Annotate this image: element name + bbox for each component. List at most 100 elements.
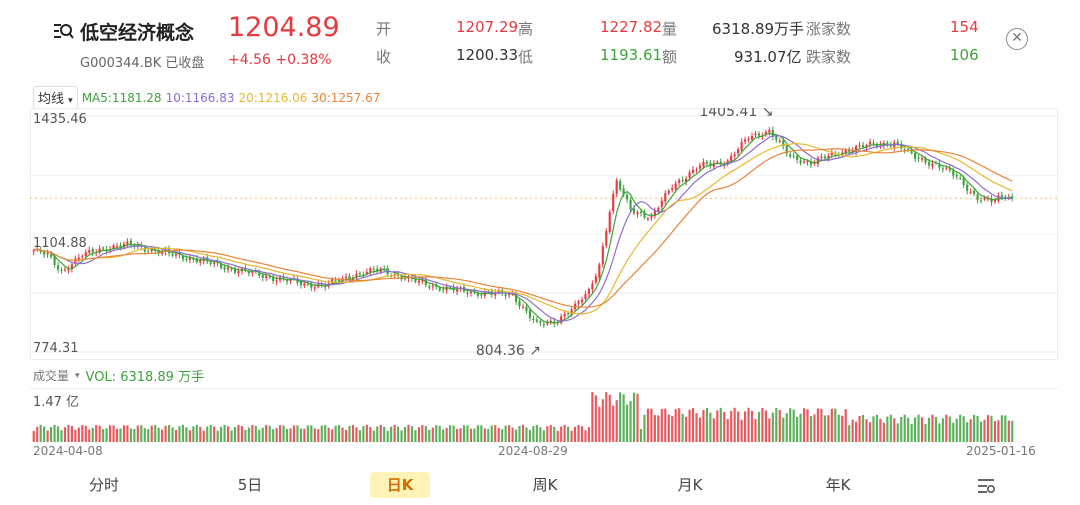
volume-bar (639, 428, 643, 442)
volume-bar (768, 418, 771, 442)
volume-bar (233, 427, 237, 442)
candle-body (275, 280, 278, 282)
candle-body (199, 260, 202, 263)
candle-body (605, 230, 608, 246)
volume-bar (88, 429, 91, 442)
candle-body (678, 180, 681, 183)
candle-body (466, 292, 469, 294)
kline-chart[interactable]: 1405.41 ↘ 804.36 ↗ (30, 108, 1058, 360)
volume-bar (275, 428, 278, 442)
volume-bar (577, 424, 580, 442)
candle-body (206, 257, 209, 262)
candle-body (525, 306, 528, 312)
volume-value: 6318.89万手 (712, 20, 805, 38)
open-value: 1207.29 (456, 18, 519, 36)
volume-bar (802, 408, 806, 442)
volume-bar (532, 426, 535, 442)
candle-body (282, 276, 285, 280)
candle-body (806, 161, 809, 163)
low-label: 低 (518, 48, 534, 66)
candle-body (726, 160, 729, 164)
volume-bar (775, 407, 778, 442)
period-tabs: 分时 5日 日K 周K 月K 年K (0, 470, 1080, 502)
volume-bar (157, 427, 160, 442)
volume-bar (757, 411, 761, 442)
chevron-down-icon[interactable]: ▾ (75, 370, 80, 381)
volume-bar (1004, 415, 1007, 442)
candle-body (223, 267, 226, 270)
candle-body (1000, 194, 1003, 197)
candle-body (667, 190, 670, 194)
candle-body (775, 135, 778, 141)
volume-bar (386, 430, 389, 442)
volume-bar (563, 424, 566, 442)
volume-bar (46, 430, 49, 442)
volume-bar (653, 415, 656, 442)
volume-bar (50, 426, 53, 442)
volume-header: 成交量 ▾ VOL: 6318.89 万手 (33, 366, 204, 385)
candle-body (532, 318, 535, 321)
candle-body (868, 141, 872, 145)
candle-body (688, 172, 691, 178)
volume-bar (244, 429, 247, 442)
tab-yearly-k[interactable]: 年K (825, 476, 851, 494)
volume-bar (147, 429, 150, 442)
candle-body (88, 249, 91, 253)
candle-body (233, 268, 237, 273)
volume-bar (483, 428, 486, 442)
tab-monthly-k[interactable]: 月K (677, 476, 703, 494)
volume-bar (615, 400, 618, 442)
volume-bar (539, 427, 542, 442)
volume-bar (872, 416, 875, 442)
volume-bar (181, 424, 185, 442)
volume-bar (976, 415, 979, 442)
volume-bar (188, 430, 191, 442)
volume-bar (206, 426, 209, 442)
candle-body (580, 299, 584, 303)
candle-body (174, 253, 178, 256)
ma-indicator-row: 均线 ▾ MA5:1181.28 10:1166.83 20:1216.06 3… (33, 86, 380, 109)
candle-body (230, 268, 233, 270)
volume-bar (792, 409, 795, 442)
candle-body (67, 269, 70, 271)
volume-bar (723, 412, 726, 442)
candle-body (181, 255, 185, 260)
volume-bar (691, 408, 695, 442)
candle-body (910, 149, 913, 154)
volume-bar (53, 424, 56, 442)
volume-bar (570, 430, 573, 442)
tab-5day[interactable]: 5日 (237, 476, 263, 494)
volume-bar (629, 401, 632, 442)
volume-chart[interactable] (30, 388, 1058, 442)
volume-bar (421, 424, 424, 442)
volume-bar (688, 409, 691, 442)
close-icon[interactable]: ✕ (1006, 28, 1028, 50)
volume-bar (480, 425, 483, 442)
candle-body (750, 135, 754, 140)
candle-body (369, 268, 372, 272)
volume-bar (379, 424, 382, 442)
tab-intraday[interactable]: 分时 (88, 476, 119, 494)
volume-bar (612, 405, 615, 442)
candle-body (945, 167, 948, 169)
candle-body (802, 161, 806, 163)
candle-body (796, 155, 799, 160)
volume-bar (95, 425, 98, 442)
candle-body (442, 289, 445, 291)
candle-body (188, 257, 191, 260)
volume-bar (945, 414, 948, 442)
tab-weekly-k[interactable]: 周K (532, 476, 558, 494)
volume-bar (431, 427, 434, 442)
candle-body (334, 280, 337, 282)
indicator-selector[interactable]: 均线 ▾ (33, 86, 78, 109)
volume-bar (136, 425, 139, 442)
candle-body (424, 279, 427, 286)
candle-body (122, 243, 126, 248)
volume-bar (754, 419, 757, 442)
volume-bar (285, 428, 289, 442)
chart-settings-icon[interactable] (975, 476, 997, 496)
candle-body (70, 264, 73, 270)
candle-body (344, 276, 348, 279)
tab-daily-k[interactable]: 日K (370, 472, 430, 498)
volume-bar (449, 425, 452, 442)
